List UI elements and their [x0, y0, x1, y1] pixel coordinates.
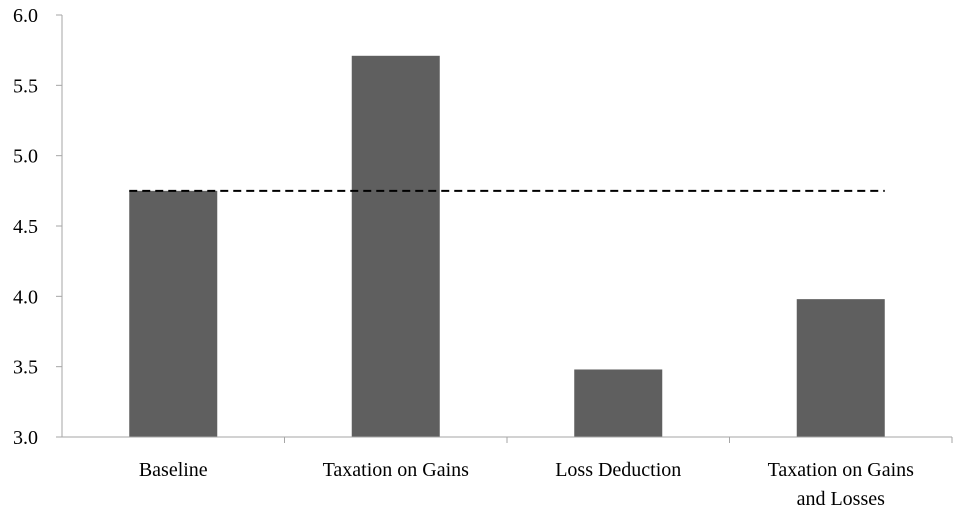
y-tick-label: 4.5 [13, 216, 38, 238]
y-tick-label: 4.0 [13, 286, 38, 308]
bar-0 [129, 190, 218, 437]
x-category-label: Taxation on Gains [323, 459, 470, 481]
x-category-label: Loss Deduction [555, 459, 681, 481]
bar-2 [574, 369, 663, 437]
y-tick-label: 3.0 [13, 427, 38, 449]
bars-group [129, 55, 885, 437]
y-tick-label: 3.5 [13, 357, 38, 379]
x-axis-labels: Baseline Taxation on Gains Loss Deduction T… [139, 459, 914, 510]
y-axis-ticks: 3.0 3.5 4.0 4.5 5.0 5.5 6.0 [13, 5, 62, 449]
axes-group [61, 15, 953, 443]
y-tick-label: 5.0 [13, 146, 38, 168]
y-tick-label: 5.5 [13, 75, 38, 97]
x-category-label: Baseline [139, 459, 208, 481]
x-category-label: and Losses [797, 488, 886, 510]
bar-3 [796, 299, 885, 437]
bar-1 [351, 55, 440, 437]
y-tick-label: 6.0 [13, 5, 38, 27]
x-category-label: Taxation on Gains [768, 459, 915, 481]
